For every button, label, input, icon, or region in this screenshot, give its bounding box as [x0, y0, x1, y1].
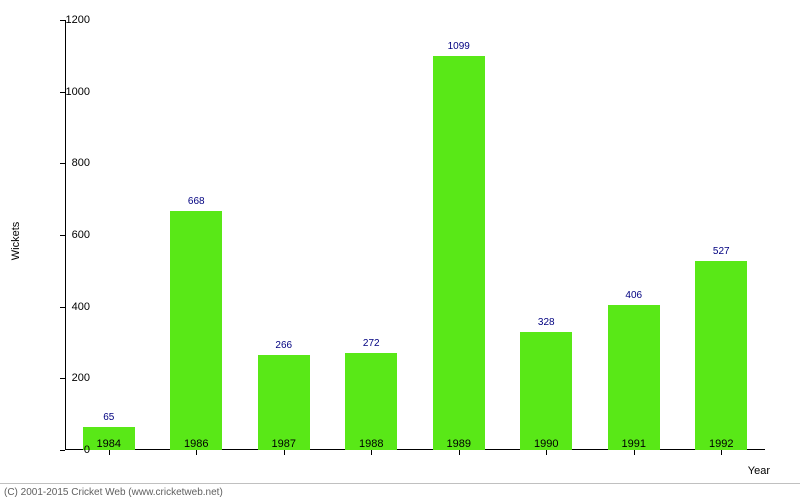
y-tick-label: 0	[50, 444, 90, 456]
y-tick-label: 1000	[50, 86, 90, 98]
plot-area: 65 668 266 272 1099 328 406 527	[65, 20, 765, 450]
x-tick	[196, 450, 197, 455]
x-tick	[721, 450, 722, 455]
copyright-text: (C) 2001-2015 Cricket Web (www.cricketwe…	[4, 487, 223, 498]
x-tick-label: 1989	[447, 438, 471, 450]
x-tick-label: 1987	[272, 438, 296, 450]
bar	[345, 353, 397, 450]
y-tick-label: 600	[50, 229, 90, 241]
bar-value-label: 65	[103, 412, 114, 423]
y-tick-label: 200	[50, 372, 90, 384]
x-tick	[109, 450, 110, 455]
x-axis-title: Year	[748, 465, 770, 477]
y-tick-label: 1200	[50, 14, 90, 26]
bar-value-label: 266	[275, 340, 292, 351]
x-tick-label: 1991	[622, 438, 646, 450]
bar	[433, 56, 485, 450]
x-tick-label: 1988	[359, 438, 383, 450]
x-tick-label: 1992	[709, 438, 733, 450]
y-tick-label: 400	[50, 301, 90, 313]
bar-value-label: 1099	[448, 41, 470, 52]
bar-value-label: 668	[188, 196, 205, 207]
x-tick	[634, 450, 635, 455]
bar	[608, 305, 660, 450]
bar-value-label: 406	[625, 290, 642, 301]
x-tick-label: 1984	[97, 438, 121, 450]
copyright-divider	[0, 483, 800, 484]
y-axis-title: Wickets	[10, 222, 22, 261]
bar-value-label: 272	[363, 338, 380, 349]
x-tick	[546, 450, 547, 455]
bar	[170, 211, 222, 450]
x-tick	[284, 450, 285, 455]
x-tick-label: 1986	[184, 438, 208, 450]
y-tick-label: 800	[50, 157, 90, 169]
bar	[695, 261, 747, 450]
bar-value-label: 527	[713, 246, 730, 257]
x-tick	[371, 450, 372, 455]
bar	[520, 332, 572, 450]
chart-container: 65 668 266 272 1099 328 406 527	[65, 20, 765, 450]
x-tick-label: 1990	[534, 438, 558, 450]
bar-value-label: 328	[538, 317, 555, 328]
x-tick	[459, 450, 460, 455]
bar	[258, 355, 310, 450]
